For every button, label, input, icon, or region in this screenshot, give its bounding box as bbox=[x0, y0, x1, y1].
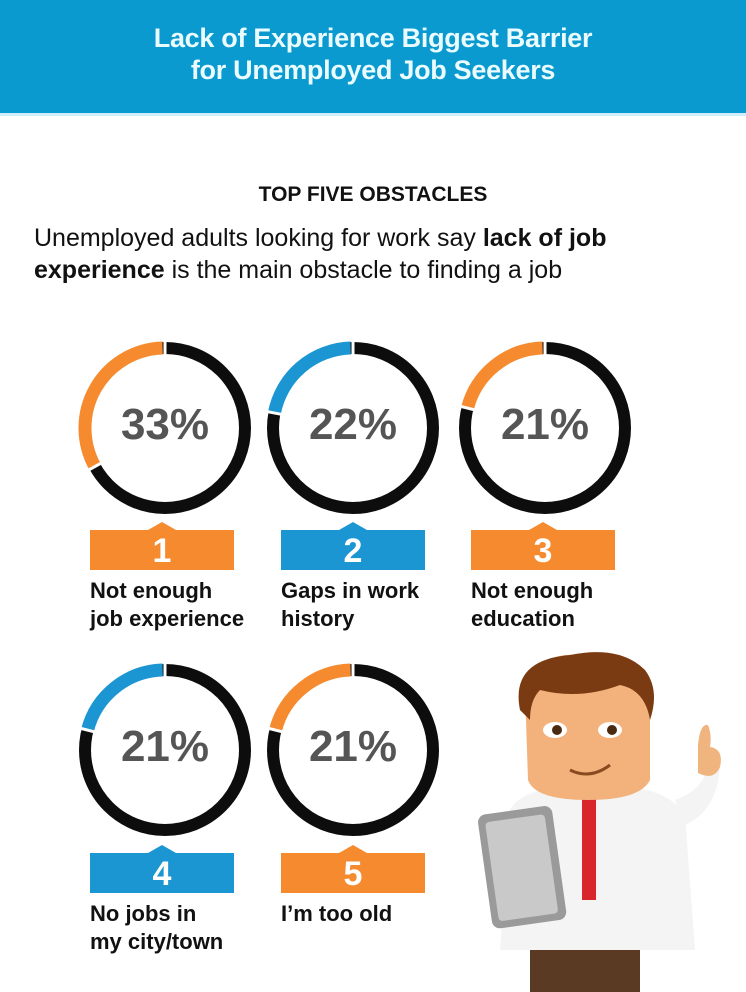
donut-value-label: 22% bbox=[308, 400, 398, 449]
rank-number: 5 bbox=[343, 855, 363, 893]
obstacle-label: Not enough education bbox=[471, 577, 651, 633]
donut-segment bbox=[269, 663, 351, 732]
obstacle-label-line: I’m too old bbox=[281, 901, 393, 926]
segment-gap bbox=[86, 460, 104, 473]
rank-number: 1 bbox=[152, 532, 172, 570]
lead-text: Unemployed adults looking for work say l… bbox=[34, 224, 607, 284]
obstacle-label-line: education bbox=[471, 606, 575, 631]
rank-number: 4 bbox=[152, 855, 172, 893]
segment-gap bbox=[78, 726, 97, 734]
segment-gap bbox=[265, 409, 284, 417]
obstacle-label-line: Not enough bbox=[90, 578, 213, 603]
rank-badge: 2 bbox=[281, 522, 425, 570]
section-subtitle: TOP FIVE OBSTACLES bbox=[258, 183, 488, 206]
page-title: Lack of Experience Biggest Barrier for Un… bbox=[153, 23, 593, 85]
obstacle-label: No jobs in my city/town bbox=[90, 900, 270, 956]
donut-segment bbox=[268, 341, 351, 415]
donut-value-label: 21% bbox=[120, 722, 210, 771]
obstacle-label-line: Gaps in work bbox=[281, 578, 420, 603]
obstacle-label: Gaps in work history bbox=[281, 577, 461, 633]
donut-value-label: 21% bbox=[500, 400, 590, 449]
rank-number: 3 bbox=[533, 532, 553, 570]
obstacle-label-line: No jobs in bbox=[90, 901, 197, 926]
donut-segment bbox=[81, 663, 163, 732]
segment-gap bbox=[266, 726, 285, 734]
rank-badge: 4 bbox=[90, 845, 234, 893]
obstacle-label: I’m too old bbox=[281, 900, 461, 928]
segment-gap bbox=[458, 404, 477, 412]
header-banner: Lack of Experience Biggest Barrier for Un… bbox=[0, 0, 746, 116]
businessman-illustration bbox=[478, 652, 721, 992]
obstacle-label-line: history bbox=[281, 606, 355, 631]
obstacle-label-line: job experience bbox=[90, 606, 245, 631]
obstacle-label-line: my city/town bbox=[90, 929, 224, 954]
rank-number: 2 bbox=[343, 532, 363, 570]
rank-badge: 5 bbox=[281, 845, 425, 893]
obstacle-label-line: Not enough bbox=[471, 578, 594, 603]
rank-badge: 3 bbox=[471, 522, 615, 570]
donut-value-label: 21% bbox=[308, 722, 398, 771]
donut-segment bbox=[461, 341, 543, 410]
donut-segment bbox=[78, 341, 163, 470]
donut-value-label: 33% bbox=[120, 400, 210, 449]
rank-badge: 1 bbox=[90, 522, 234, 570]
obstacle-label: Not enough job experience bbox=[90, 577, 270, 633]
